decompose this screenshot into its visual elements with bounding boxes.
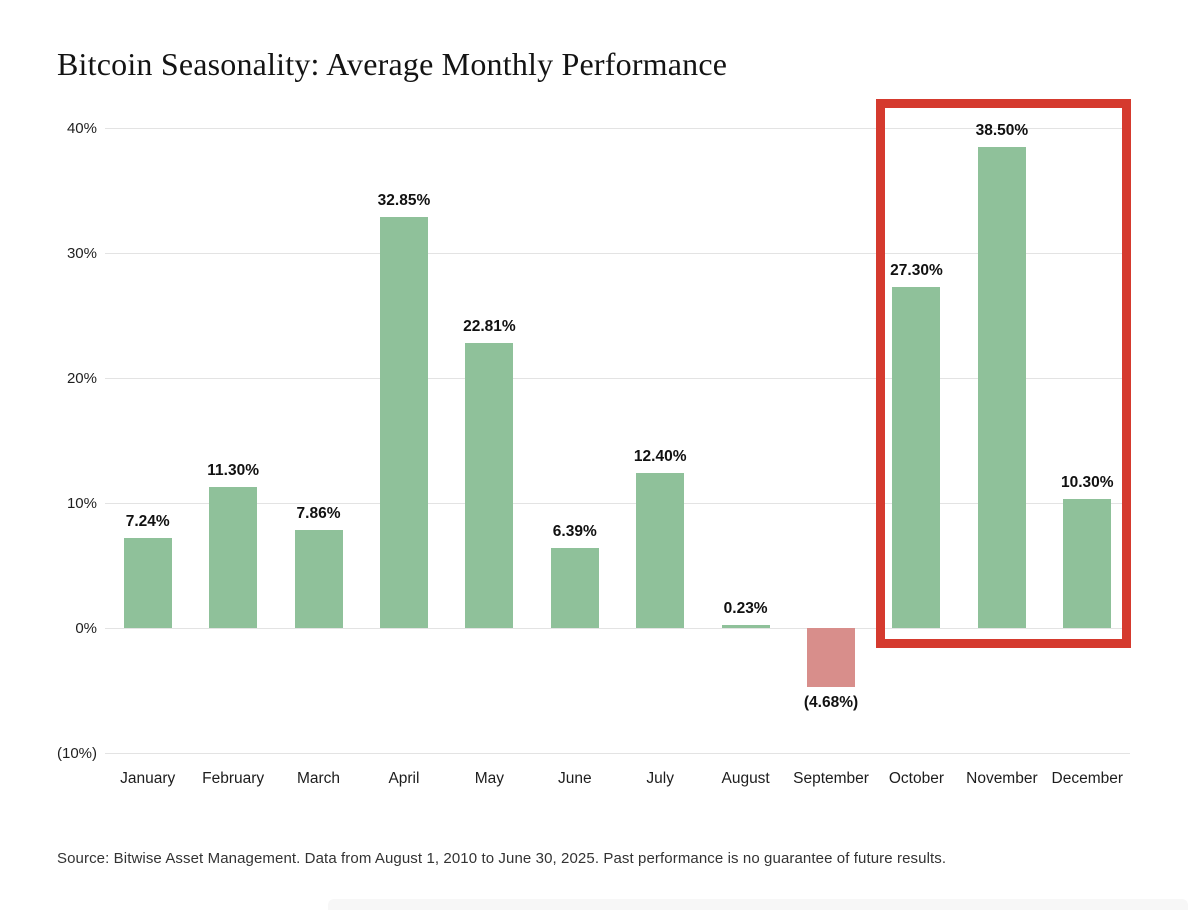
gridline-30 xyxy=(105,253,1130,254)
q4-highlight-box xyxy=(876,99,1131,648)
value-label-january: 7.24% xyxy=(125,512,170,530)
month-label-june: June xyxy=(557,770,592,787)
y-axis-tick-label: 40% xyxy=(66,120,97,137)
gridline-10 xyxy=(105,503,1130,504)
y-axis-tick-label: (10%) xyxy=(56,745,97,762)
gridline-20 xyxy=(105,378,1130,379)
month-label-may: May xyxy=(474,770,505,787)
gridline--10 xyxy=(105,753,1130,754)
bar-april xyxy=(379,217,428,628)
chart-title: Bitcoin Seasonality: Average Monthly Per… xyxy=(57,46,728,82)
bar-september xyxy=(807,628,856,687)
gridline-0 xyxy=(105,628,1130,629)
value-label-november: 38.50% xyxy=(975,121,1029,139)
value-label-march: 7.86% xyxy=(296,504,341,522)
month-label-november: November xyxy=(966,770,1038,787)
y-axis-tick-label: 20% xyxy=(66,370,97,387)
month-label-march: March xyxy=(296,770,341,787)
value-label-december: 10.30% xyxy=(1060,474,1114,492)
bar-march xyxy=(294,529,343,628)
month-label-september: September xyxy=(793,770,869,787)
value-label-may: 22.81% xyxy=(463,317,516,335)
bar-june xyxy=(550,548,599,628)
month-label-april: April xyxy=(388,770,420,787)
y-axis-tick-label: 0% xyxy=(75,620,97,637)
value-label-february: 11.30% xyxy=(207,461,259,479)
bar-january xyxy=(123,537,172,628)
bar-november xyxy=(977,146,1026,628)
bar-august xyxy=(721,625,770,628)
month-label-october: October xyxy=(888,770,945,787)
bar-may xyxy=(465,342,514,628)
value-label-june: 6.39% xyxy=(552,523,597,541)
bar-december xyxy=(1063,499,1112,628)
bar-february xyxy=(209,486,258,628)
month-label-december: December xyxy=(1051,770,1124,787)
y-axis-tick-label: 30% xyxy=(66,245,97,262)
value-label-august: 0.23% xyxy=(723,600,768,618)
gridline-40 xyxy=(105,128,1130,129)
y-axis-tick-label: 10% xyxy=(66,495,97,512)
value-label-october: 27.30% xyxy=(890,261,943,279)
month-label-august: August xyxy=(721,770,770,787)
value-label-july: 12.40% xyxy=(633,448,687,465)
bar-october xyxy=(892,286,941,628)
value-label-april: 32.85% xyxy=(377,192,431,210)
bottom-page-edge xyxy=(328,899,1188,910)
bar-july xyxy=(636,473,685,628)
month-label-january: January xyxy=(120,770,176,787)
month-label-july: July xyxy=(646,770,674,787)
source-note: Source: Bitwise Asset Management. Data f… xyxy=(57,850,947,867)
month-label-february: February xyxy=(202,770,265,787)
value-label-september: (4.68%) xyxy=(803,693,859,711)
